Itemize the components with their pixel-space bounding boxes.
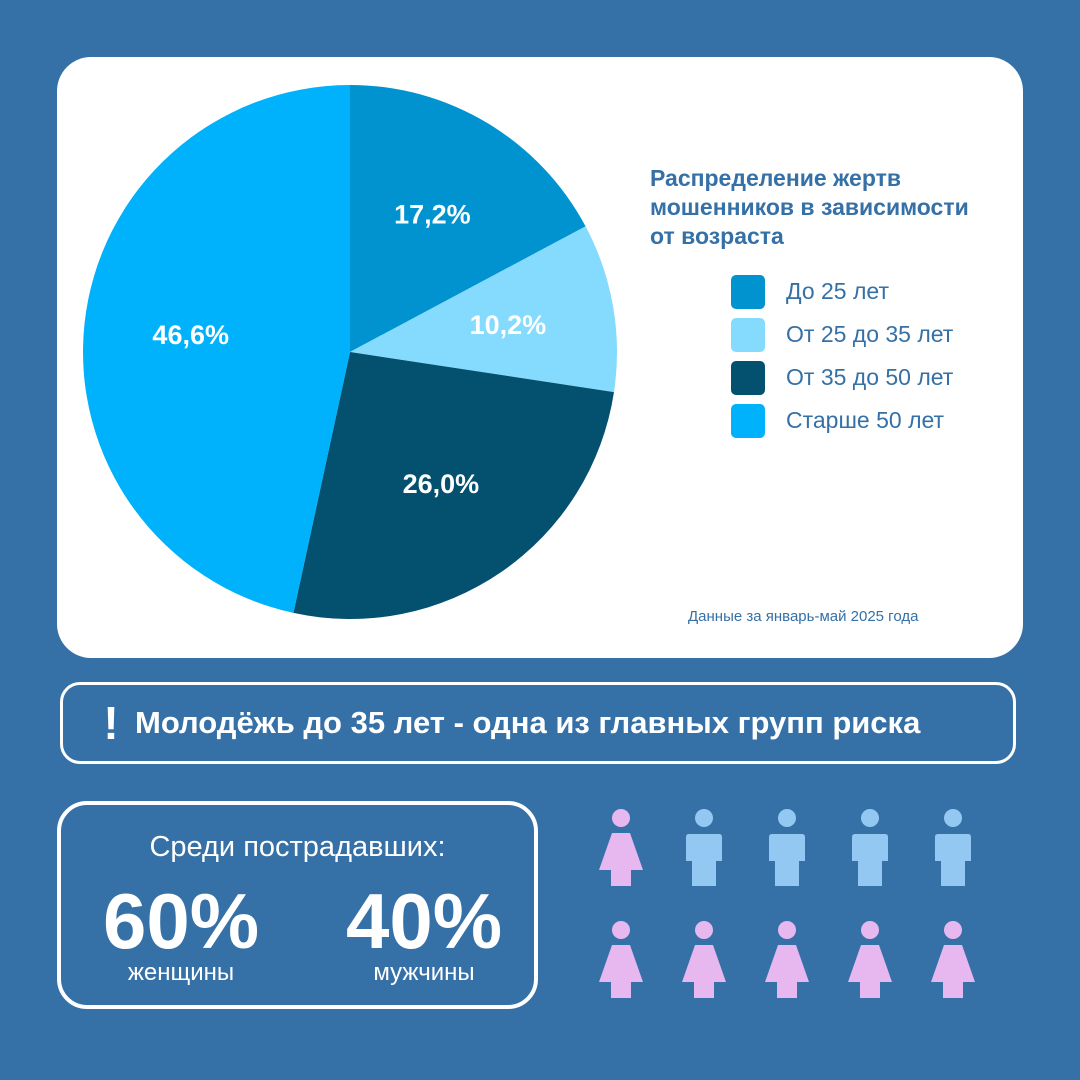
stat-women: 60% женщины <box>81 881 281 985</box>
legend-item: Старше 50 лет <box>731 399 953 442</box>
data-source-note: Данные за январь-май 2025 года <box>688 608 919 625</box>
female-person-icon <box>599 809 643 886</box>
legend-item: От 35 до 50 лет <box>731 356 953 399</box>
male-person-icon <box>686 809 722 886</box>
legend-swatch <box>731 317 765 352</box>
female-person-icon <box>931 921 975 998</box>
pie-slice <box>293 352 614 619</box>
chart-title: Распределение жертв мошенников в зависим… <box>650 165 969 249</box>
stats-title: Среди пострадавших: <box>149 831 446 863</box>
stat-men: 40% мужчины <box>324 881 524 985</box>
female-person-icon <box>682 921 726 998</box>
male-person-icon <box>935 809 971 886</box>
chart-legend: До 25 лет От 25 до 35 лет От 35 до 50 ле… <box>731 270 953 442</box>
stat-value-men: 40% <box>345 877 503 965</box>
legend-label: До 25 лет <box>786 278 889 304</box>
pie-slice <box>350 226 617 393</box>
stat-value-women: 60% <box>102 877 260 965</box>
female-person-icon <box>765 921 809 998</box>
people-grid <box>599 809 975 998</box>
stat-label-women: женщины <box>127 959 235 986</box>
pie-data-label: 26,0% <box>403 469 480 499</box>
stat-label-men: мужчины <box>373 959 475 986</box>
male-person-icon <box>769 809 805 886</box>
pie-data-label: 10,2% <box>470 310 547 340</box>
pie-data-label: 46,6% <box>152 320 229 350</box>
male-person-icon <box>852 809 888 886</box>
legend-item: До 25 лет <box>731 270 953 313</box>
legend-swatch <box>731 360 765 395</box>
gender-stats-box: Среди пострадавших: 60% женщины 40% мужч… <box>57 801 538 1009</box>
legend-item: От 25 до 35 лет <box>731 313 953 356</box>
pie-slice <box>350 85 586 352</box>
banner-text: Молодёжь до 35 лет - одна из главных гру… <box>135 705 921 740</box>
legend-label: От 35 до 50 лет <box>786 364 954 390</box>
pie-data-label: 17,2% <box>394 200 471 230</box>
chart-card: 17,2% 10,2% 26,0% 46,6% Распределение жертв… <box>57 57 1023 658</box>
exclamation-icon: ! <box>103 697 119 749</box>
female-person-icon <box>599 921 643 998</box>
legend-label: От 25 до 35 лет <box>786 321 954 347</box>
legend-label: Старше 50 лет <box>786 407 945 433</box>
female-person-icon <box>848 921 892 998</box>
pie-chart: 17,2% 10,2% 26,0% 46,6% <box>82 85 617 619</box>
legend-swatch <box>731 403 765 438</box>
risk-banner: ! Молодёжь до 35 лет - одна из главных г… <box>60 682 1016 764</box>
legend-swatch <box>731 274 765 309</box>
pie-slice <box>82 85 351 613</box>
